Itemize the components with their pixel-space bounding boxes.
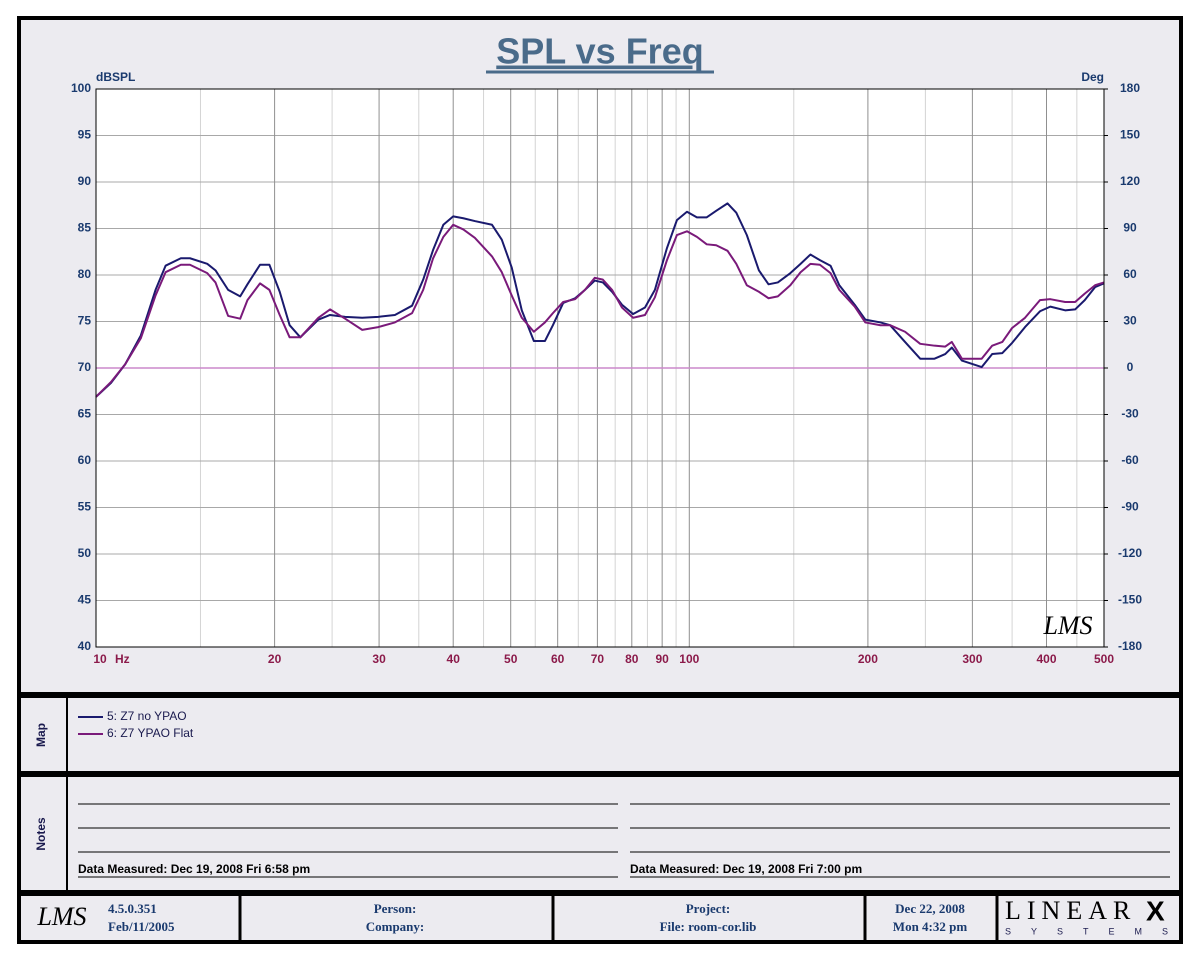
y-tick-label: 95	[78, 128, 92, 142]
footer-logo: LMS	[36, 902, 86, 931]
company: Company:	[366, 919, 425, 934]
y2-tick-label: 180	[1120, 81, 1140, 95]
y2-tick-label: -150	[1118, 593, 1142, 607]
brand-mark: X	[1146, 895, 1165, 926]
y2-tick-label: -180	[1118, 639, 1142, 653]
y2-tick-label: -120	[1118, 546, 1142, 560]
notes-panel	[17, 773, 1183, 894]
y2-tick-label: -60	[1121, 453, 1139, 467]
footer-panel	[17, 892, 1183, 944]
y2-tick-label: 150	[1120, 128, 1140, 142]
x-tick-label: 60	[551, 652, 565, 666]
x-tick-label: 80	[625, 652, 639, 666]
date: Dec 22, 2008	[895, 901, 965, 916]
y-tick-label: 45	[78, 593, 92, 607]
note-left: Data Measured: Dec 19, 2008 Fri 6:58 pm	[78, 862, 310, 876]
version-date: Feb/11/2005	[108, 919, 175, 934]
x-tick-label: 10	[93, 652, 107, 666]
x-tick-label: 50	[504, 652, 518, 666]
y-tick-label: 50	[78, 546, 92, 560]
x-tick-label: 70	[591, 652, 605, 666]
y-tick-label: 100	[71, 81, 91, 95]
x-tick-label: 100	[679, 652, 699, 666]
y2-tick-label: 0	[1127, 360, 1134, 374]
legend-label: 5: Z7 no YPAO	[107, 709, 187, 723]
note-lines	[78, 803, 1170, 878]
note-right: Data Measured: Dec 19, 2008 Fri 7:00 pm	[630, 862, 862, 876]
file: File: room-cor.lib	[660, 919, 757, 934]
x-tick-label: 30	[372, 652, 386, 666]
y-tick-label: 80	[78, 267, 92, 281]
y2-tick-label: 120	[1120, 174, 1140, 188]
y-tick-label: 90	[78, 174, 92, 188]
x-tick-label: 500	[1094, 652, 1114, 666]
x-unit: Hz	[115, 652, 130, 666]
person: Person:	[374, 901, 417, 916]
y2-tick-label: -90	[1121, 500, 1139, 514]
legend: 5: Z7 no YPAO 6: Z7 YPAO Flat	[78, 709, 194, 740]
legend-label: 6: Z7 YPAO Flat	[107, 726, 194, 740]
y-tick-label: 65	[78, 407, 92, 421]
y-tick-label: 40	[78, 639, 92, 653]
version: 4.5.0.351	[108, 901, 157, 916]
marks	[95, 202, 1105, 398]
map-label: Map	[34, 723, 48, 747]
y2-tick-label: -30	[1121, 407, 1139, 421]
x-tick-label: 300	[962, 652, 982, 666]
y-tick-label: 70	[78, 360, 92, 374]
time: Mon 4:32 pm	[893, 919, 968, 934]
y-axis-label: dBSPL	[96, 70, 135, 84]
x-tick-label: 90	[655, 652, 669, 666]
project: Project:	[686, 901, 731, 916]
x-tick-label: 200	[858, 652, 878, 666]
logo: LMS	[1042, 611, 1092, 640]
y2-tick-label: 60	[1123, 267, 1137, 281]
x-tick-label: 40	[447, 652, 461, 666]
notes-label: Notes	[34, 817, 48, 851]
y-tick-label: 75	[78, 314, 92, 328]
y-tick-label: 60	[78, 453, 92, 467]
series-line	[95, 223, 1105, 398]
brand-sub: SYSTEMS	[1005, 926, 1188, 936]
map-panel	[17, 694, 1183, 775]
brand: LINEAR	[1005, 896, 1136, 925]
y2-axis-label: Deg	[1081, 70, 1104, 84]
y2-tick-label: 30	[1123, 314, 1137, 328]
y-tick-label: 55	[78, 500, 92, 514]
y-tick-label: 85	[78, 221, 92, 235]
chart-title: SPL vs Freq	[496, 31, 703, 72]
y2-tick-label: 90	[1123, 221, 1137, 235]
x-tick-label: 400	[1036, 652, 1056, 666]
x-tick-label: 20	[268, 652, 282, 666]
